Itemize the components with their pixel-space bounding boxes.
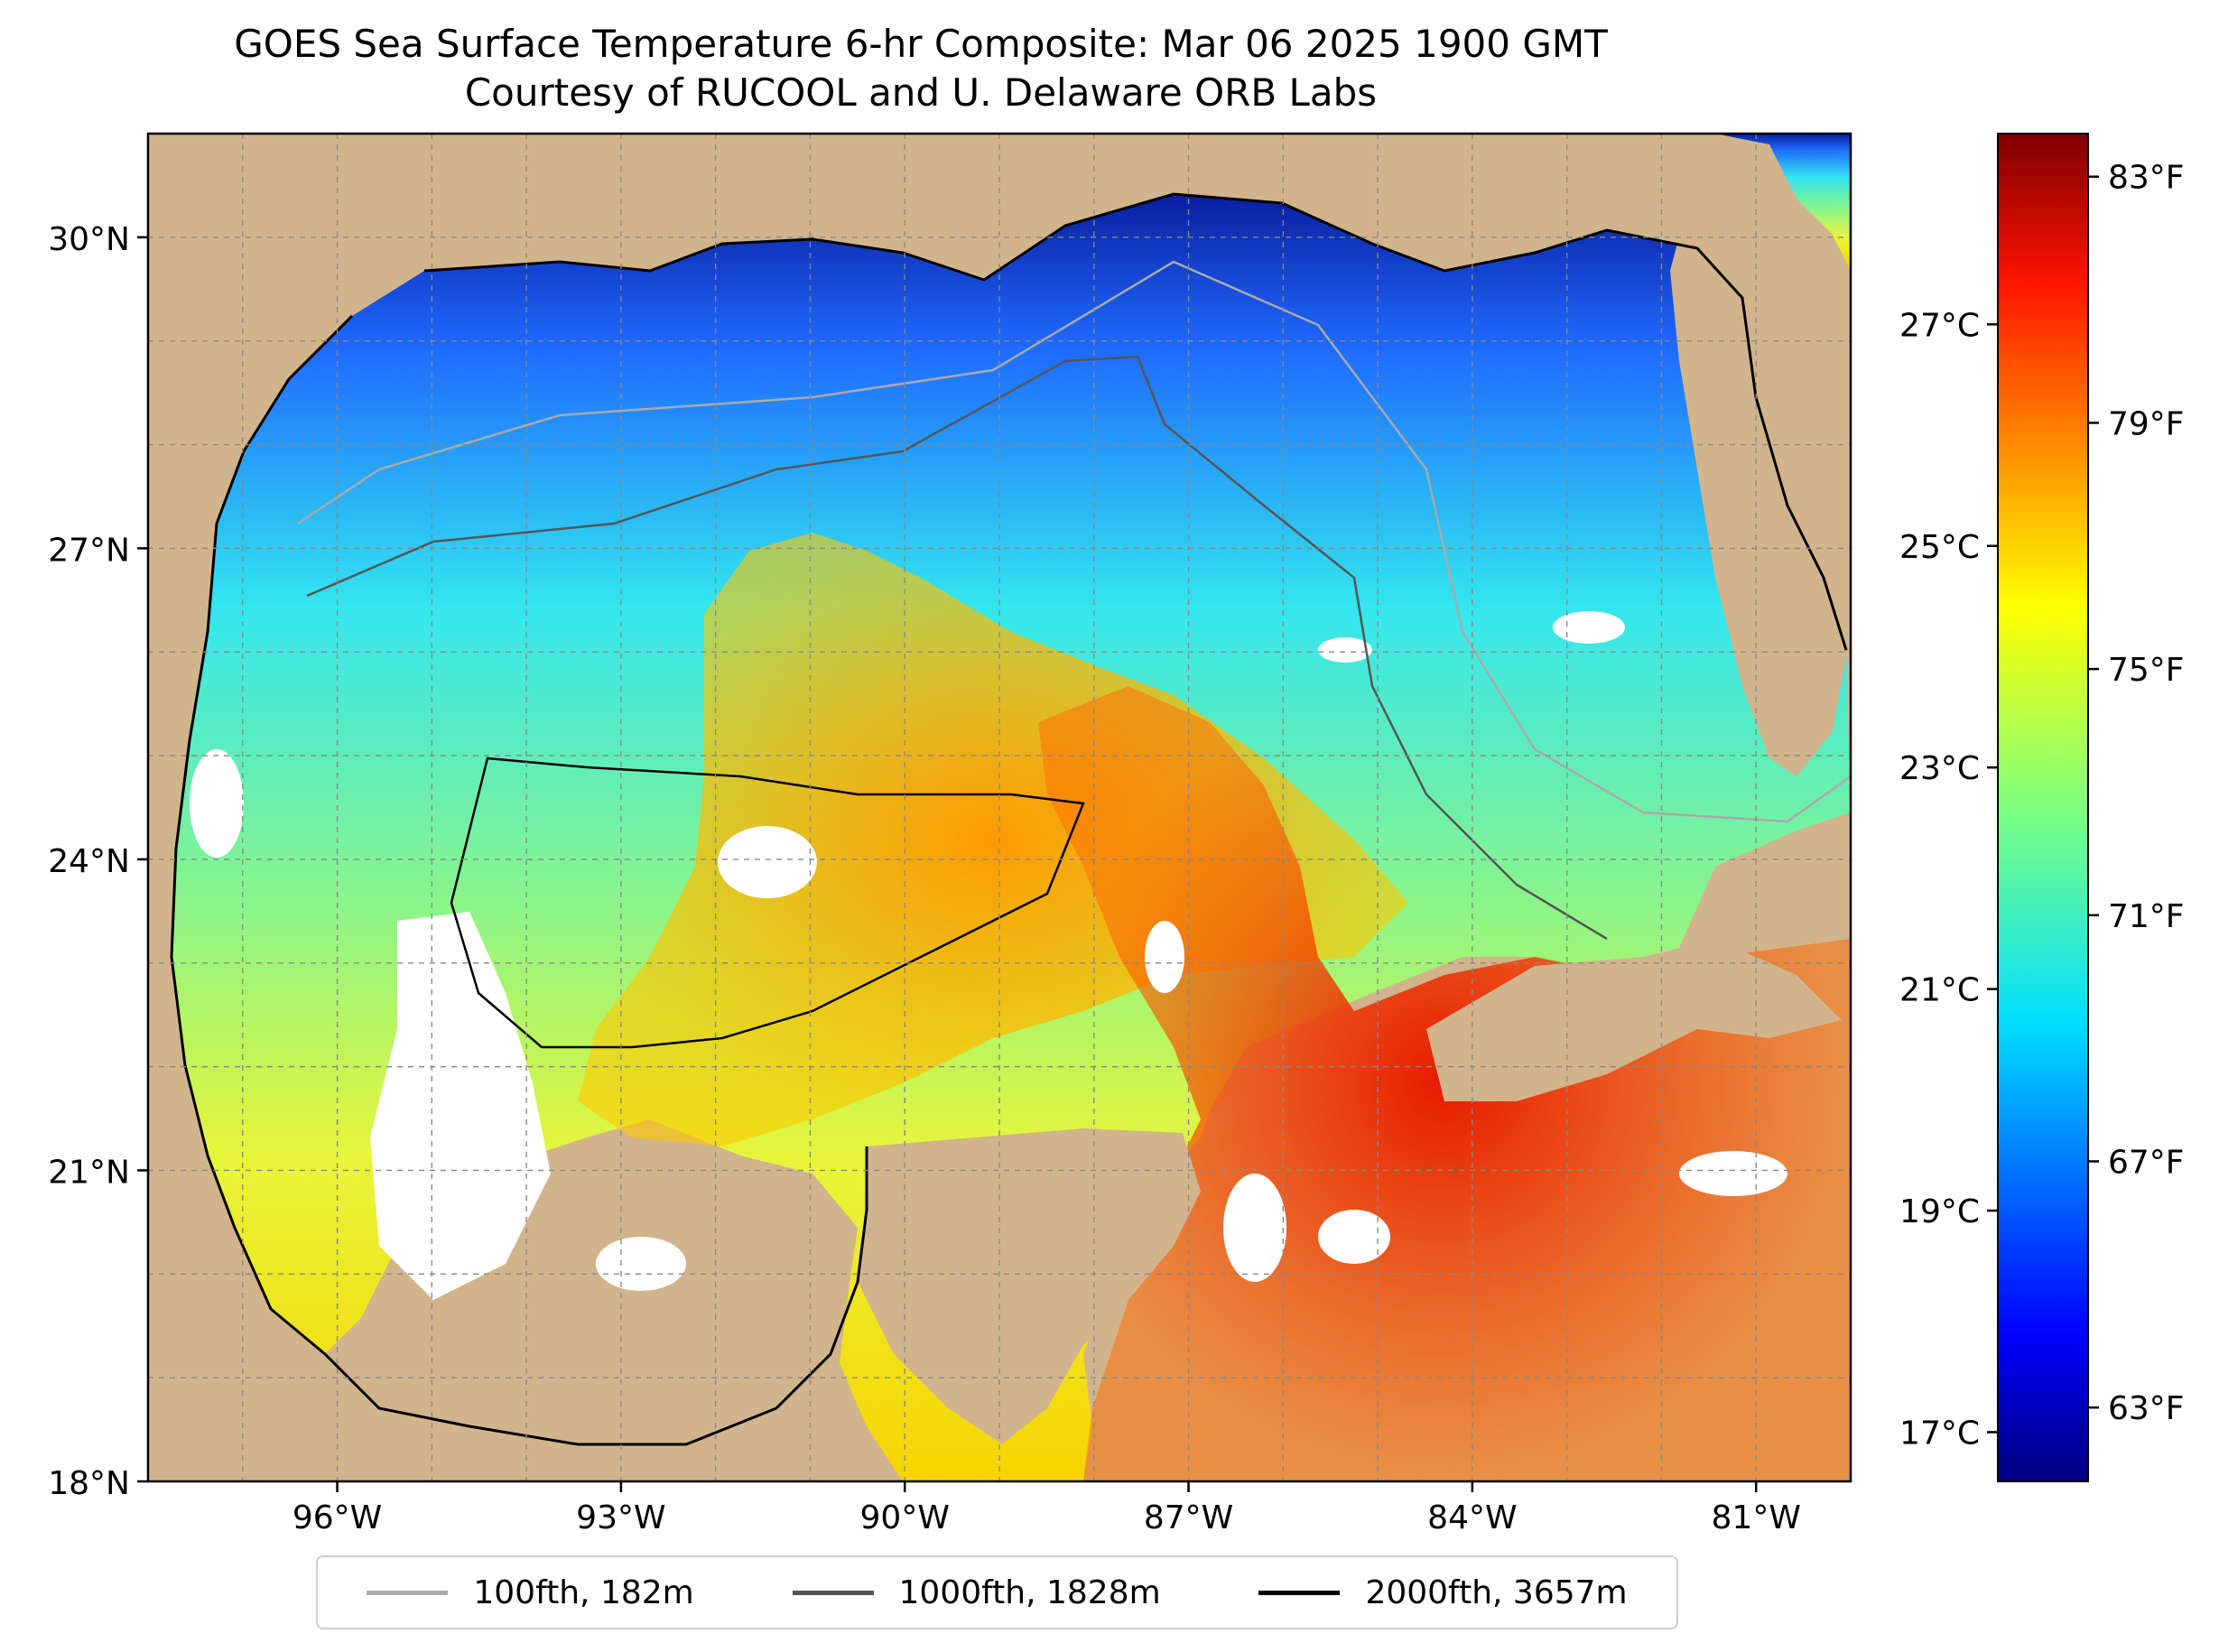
fahrenheit-tick-label: 71°F: [2108, 898, 2185, 935]
map-title: GOES Sea Surface Temperature 6-hr Compos…: [0, 20, 1842, 117]
legend-line-swatch: [792, 1590, 874, 1595]
contour-legend: 100fth, 182m 1000fth, 1828m 2000fth, 3657m: [316, 1555, 1678, 1629]
celsius-tick-label: 17°C: [1899, 1415, 1980, 1452]
coastline: [170, 192, 1848, 1446]
cloud-gaps: [190, 611, 1787, 1300]
lon-tick-label: 90°W: [860, 1499, 950, 1536]
lon-tick-label: 87°W: [1144, 1499, 1233, 1536]
warm-loop-current: [578, 533, 1408, 1146]
cuba-island: [1426, 939, 1842, 1101]
legend-label: 1000fth, 1828m: [898, 1573, 1161, 1611]
lat-axis: 30°N 27°N 24°N 21°N 18°N: [48, 221, 148, 1502]
lon-tick-label: 96°W: [292, 1499, 382, 1536]
fahrenheit-tick-label: 75°F: [2108, 652, 2185, 689]
lon-axis: 96°W 93°W 90°W 87°W 84°W 81°W: [292, 1481, 1801, 1536]
colorbar: [1997, 133, 2089, 1482]
celsius-tick-label: 21°C: [1899, 972, 1980, 1009]
colorbar-celsius-axis: 27°C 25°C 23°C 21°C 19°C 17°C: [1899, 307, 1998, 1452]
lat-tick-label: 18°N: [48, 1465, 130, 1502]
contour-1000fth: [306, 355, 1608, 941]
legend-line-swatch: [367, 1590, 449, 1595]
lon-tick-label: 81°W: [1712, 1499, 1801, 1536]
fahrenheit-tick-label: 83°F: [2108, 160, 2185, 197]
yucatan-peninsula: [858, 1128, 1201, 1444]
legend-item: 100fth, 182m: [367, 1573, 694, 1611]
contour-100fth: [297, 260, 1851, 823]
legend-label: 2000fth, 3657m: [1365, 1573, 1628, 1611]
lat-tick-label: 27°N: [48, 532, 130, 569]
florida-peninsula: [1670, 134, 1851, 776]
celsius-tick-label: 27°C: [1899, 307, 1980, 344]
map-frame: [146, 132, 1852, 1483]
legend-label: 100fth, 182m: [473, 1573, 694, 1611]
lat-tick-label: 24°N: [48, 843, 130, 880]
fahrenheit-tick-label: 79°F: [2108, 405, 2185, 442]
colorbar-fahrenheit-axis: 83°F 79°F 75°F 71°F 67°F 63°F: [2088, 160, 2185, 1427]
contour-2000fth: [450, 756, 1085, 1049]
fahrenheit-tick-label: 67°F: [2108, 1144, 2185, 1181]
legend-line-swatch: [1258, 1590, 1341, 1595]
bathymetry-contours: [297, 260, 1851, 1049]
celsius-tick-label: 23°C: [1899, 750, 1980, 787]
lon-tick-label: 84°W: [1427, 1499, 1517, 1536]
title-line-1: GOES Sea Surface Temperature 6-hr Compos…: [234, 22, 1608, 66]
lat-tick-label: 21°N: [48, 1154, 130, 1191]
celsius-tick-label: 19°C: [1899, 1193, 1980, 1230]
graticule: [148, 134, 1851, 1481]
title-line-2: Courtesy of RUCOOL and U. Delaware ORB L…: [464, 70, 1378, 115]
fahrenheit-tick-label: 63°F: [2108, 1390, 2185, 1427]
legend-item: 2000fth, 3657m: [1258, 1573, 1628, 1611]
lon-tick-label: 93°W: [576, 1499, 665, 1536]
lat-tick-label: 30°N: [48, 221, 130, 258]
atlantic-water: [1715, 134, 1851, 271]
celsius-tick-label: 25°C: [1899, 529, 1980, 566]
legend-item: 1000fth, 1828m: [792, 1573, 1161, 1611]
